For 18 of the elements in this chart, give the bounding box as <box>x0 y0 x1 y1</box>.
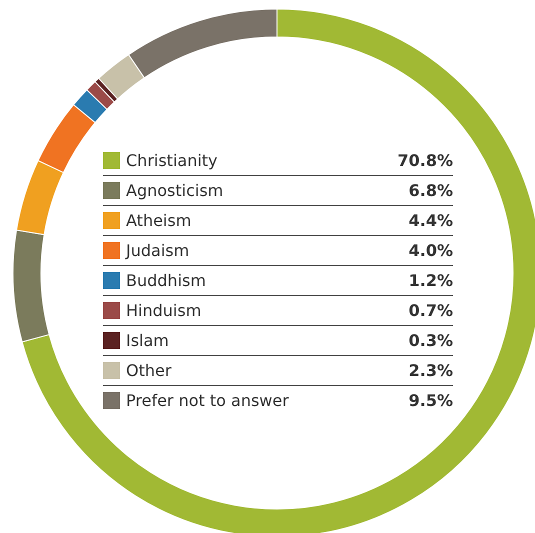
legend-label: Agnosticism <box>126 181 224 200</box>
legend-label: Christianity <box>126 151 219 170</box>
legend-label: Atheism <box>126 211 192 230</box>
legend-label: Other <box>126 361 172 380</box>
legend-label: Judaism <box>126 241 190 260</box>
data-label: 4.4% <box>408 211 453 230</box>
data-label: 70.8% <box>397 151 453 170</box>
data-label: 9.5% <box>408 391 453 410</box>
data-label: 6.8% <box>408 181 453 200</box>
data-label: 2.3% <box>408 361 453 380</box>
data-label: 1.2% <box>408 271 453 290</box>
data-label: 4.0% <box>408 241 453 260</box>
legend-label: Islam <box>126 331 170 350</box>
legend-label: Hinduism <box>126 301 202 320</box>
data-label: 0.7% <box>408 301 453 320</box>
data-label: 0.3% <box>408 331 453 350</box>
legend-label: Prefer not to answer <box>126 391 290 410</box>
legend-label: Buddhism <box>126 271 207 290</box>
